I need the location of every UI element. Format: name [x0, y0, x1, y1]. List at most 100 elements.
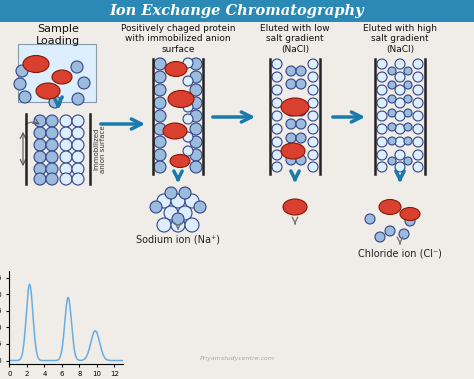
- Circle shape: [190, 136, 202, 148]
- Circle shape: [60, 151, 72, 163]
- Circle shape: [34, 151, 46, 163]
- Circle shape: [183, 146, 193, 156]
- Circle shape: [286, 106, 296, 116]
- Circle shape: [190, 71, 202, 83]
- Circle shape: [413, 124, 423, 134]
- Circle shape: [72, 93, 84, 105]
- Circle shape: [385, 226, 395, 236]
- Circle shape: [272, 98, 282, 108]
- Circle shape: [154, 136, 166, 148]
- Circle shape: [404, 109, 412, 117]
- Circle shape: [272, 111, 282, 121]
- Circle shape: [308, 85, 318, 95]
- Circle shape: [377, 162, 387, 172]
- Circle shape: [308, 111, 318, 121]
- Circle shape: [395, 137, 405, 147]
- Circle shape: [413, 98, 423, 108]
- Circle shape: [404, 81, 412, 89]
- Circle shape: [377, 98, 387, 108]
- Circle shape: [190, 161, 202, 173]
- Circle shape: [194, 201, 206, 213]
- Circle shape: [395, 124, 405, 134]
- Circle shape: [395, 72, 405, 82]
- Ellipse shape: [165, 61, 187, 77]
- Circle shape: [60, 139, 72, 151]
- Ellipse shape: [170, 155, 190, 168]
- Circle shape: [46, 139, 58, 151]
- Circle shape: [377, 72, 387, 82]
- Circle shape: [286, 66, 296, 76]
- Circle shape: [60, 127, 72, 139]
- Circle shape: [154, 149, 166, 161]
- Circle shape: [272, 72, 282, 82]
- Circle shape: [60, 115, 72, 127]
- Circle shape: [413, 137, 423, 147]
- Circle shape: [404, 67, 412, 75]
- Circle shape: [388, 95, 396, 103]
- Circle shape: [377, 150, 387, 160]
- Circle shape: [183, 114, 193, 124]
- Circle shape: [60, 163, 72, 175]
- Circle shape: [308, 162, 318, 172]
- Circle shape: [413, 162, 423, 172]
- Circle shape: [171, 194, 185, 208]
- Circle shape: [272, 150, 282, 160]
- Circle shape: [154, 71, 166, 83]
- Text: Ion Exchange Chromatography: Ion Exchange Chromatography: [109, 4, 365, 18]
- Ellipse shape: [283, 199, 307, 215]
- Circle shape: [19, 91, 31, 103]
- Text: Chloride ion (Cl⁻): Chloride ion (Cl⁻): [358, 249, 442, 259]
- Circle shape: [46, 115, 58, 127]
- Circle shape: [178, 206, 192, 220]
- Circle shape: [296, 79, 306, 89]
- Circle shape: [190, 84, 202, 96]
- Circle shape: [190, 149, 202, 161]
- Text: Priyamstudycentre.com: Priyamstudycentre.com: [200, 356, 274, 361]
- Circle shape: [46, 151, 58, 163]
- Circle shape: [185, 218, 199, 232]
- Circle shape: [34, 115, 46, 127]
- Circle shape: [190, 110, 202, 122]
- Circle shape: [72, 173, 84, 185]
- Circle shape: [404, 95, 412, 103]
- Circle shape: [413, 85, 423, 95]
- Circle shape: [272, 85, 282, 95]
- Ellipse shape: [163, 123, 187, 139]
- Text: Sodium ion (Na⁺): Sodium ion (Na⁺): [136, 235, 220, 245]
- Circle shape: [395, 98, 405, 108]
- Circle shape: [154, 123, 166, 135]
- Circle shape: [377, 137, 387, 147]
- Circle shape: [399, 229, 409, 239]
- Circle shape: [286, 119, 296, 129]
- Circle shape: [308, 72, 318, 82]
- Circle shape: [404, 123, 412, 131]
- Ellipse shape: [23, 55, 49, 72]
- Circle shape: [34, 127, 46, 139]
- Circle shape: [308, 150, 318, 160]
- Circle shape: [296, 133, 306, 143]
- Circle shape: [71, 61, 83, 73]
- Circle shape: [413, 72, 423, 82]
- Circle shape: [78, 77, 90, 89]
- Circle shape: [190, 58, 202, 70]
- Circle shape: [296, 119, 306, 129]
- Circle shape: [296, 155, 306, 165]
- Bar: [0, 0, 474, 22]
- Circle shape: [183, 58, 193, 68]
- Circle shape: [395, 162, 405, 172]
- Circle shape: [150, 201, 162, 213]
- Circle shape: [365, 214, 375, 224]
- Circle shape: [157, 218, 171, 232]
- Circle shape: [34, 163, 46, 175]
- Circle shape: [34, 139, 46, 151]
- Circle shape: [308, 124, 318, 134]
- Circle shape: [165, 187, 177, 199]
- Circle shape: [154, 58, 166, 70]
- Circle shape: [375, 232, 385, 242]
- Ellipse shape: [400, 207, 420, 221]
- Circle shape: [388, 109, 396, 117]
- Circle shape: [286, 155, 296, 165]
- Circle shape: [46, 173, 58, 185]
- Circle shape: [157, 194, 171, 208]
- Circle shape: [164, 206, 178, 220]
